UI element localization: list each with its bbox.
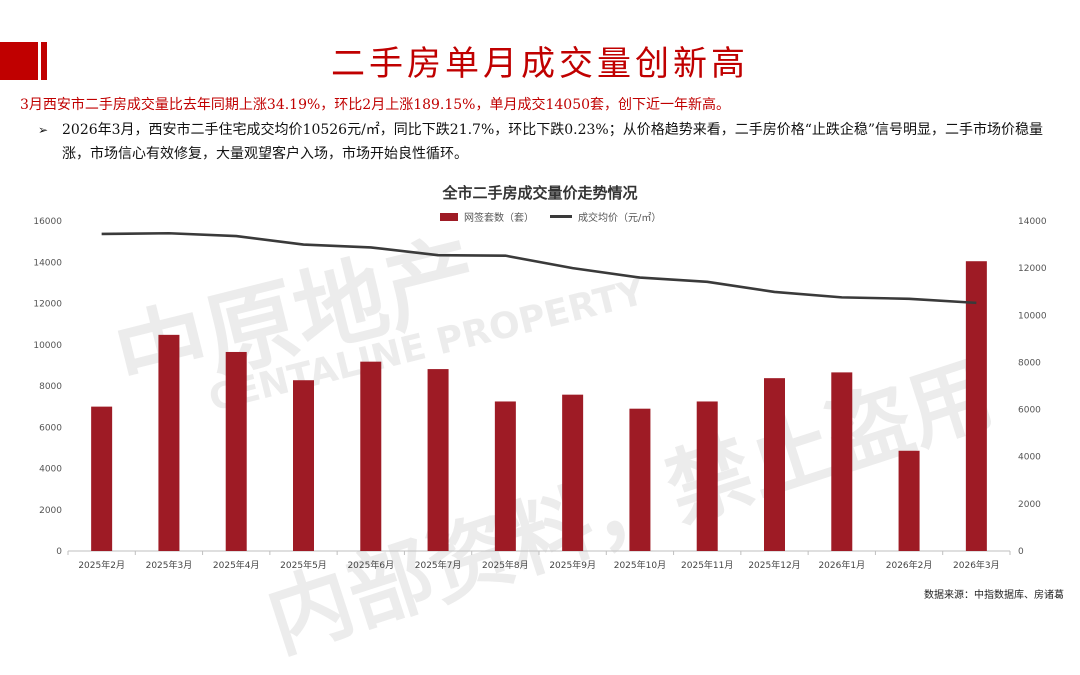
logo-bar-large — [0, 42, 38, 80]
x-tick-label: 2025年7月 — [415, 559, 462, 571]
x-tick-label: 2025年6月 — [347, 559, 394, 571]
legend-bar-label: 网签套数（套） — [464, 213, 534, 224]
bar — [91, 406, 113, 551]
y-left-tick-label: 8000 — [39, 382, 62, 392]
x-tick-label: 2025年2月 — [78, 559, 125, 571]
bullet-text: 2026年3月，西安市二手住宅成交均价10526元/㎡，同比下跌21.7%，环比… — [62, 122, 1044, 162]
bullet-paragraph: ➢ 2026年3月，西安市二手住宅成交均价10526元/㎡，同比下跌21.7%，… — [38, 118, 1068, 166]
y-right-tick-label: 2000 — [1018, 500, 1041, 510]
x-tick-label: 2026年1月 — [818, 559, 865, 571]
legend-line-label: 成交均价（元/㎡） — [578, 213, 662, 224]
x-tick-label: 2025年3月 — [146, 559, 193, 571]
bar — [427, 369, 449, 551]
x-tick-label: 2026年3月 — [953, 559, 1000, 571]
y-right-tick-label: 14000 — [1018, 217, 1047, 227]
x-tick-label: 2025年5月 — [280, 559, 327, 571]
bar — [898, 450, 920, 551]
combo-chart: 0 2000 4000 6000 8000 10000 12000 14000 16000 0 20… — [33, 217, 1047, 571]
bar — [831, 372, 853, 551]
y-left-tick-label: 16000 — [33, 217, 62, 227]
chart-title: 全市二手房成交量价走势情况 — [442, 184, 638, 202]
y-left-tick-label: 4000 — [39, 465, 62, 475]
y-left-tick-label: 12000 — [33, 300, 62, 310]
y-left-tick-label: 2000 — [39, 506, 62, 516]
summary-line: 3月西安市二手房成交量比去年同期上涨34.19%，环比2月上涨189.15%，单… — [20, 97, 731, 113]
bar — [225, 351, 247, 551]
x-tick-label: 2025年8月 — [482, 559, 529, 571]
bullet-arrow-icon: ➢ — [38, 123, 49, 137]
bar — [360, 361, 382, 551]
y-left-tick-label: 10000 — [33, 341, 62, 351]
y-right-tick-label: 4000 — [1018, 453, 1041, 463]
logo-bar-small — [41, 42, 47, 80]
legend-bar-swatch — [440, 212, 458, 221]
bar — [158, 334, 180, 551]
bar — [494, 401, 516, 551]
y-right-tick-label: 0 — [1018, 547, 1024, 557]
bar — [965, 261, 987, 551]
bar — [696, 401, 718, 551]
price-line — [101, 231, 977, 305]
bar — [293, 380, 314, 551]
y-right-tick-label: 12000 — [1018, 264, 1047, 274]
y-right-tick-label: 10000 — [1018, 311, 1047, 321]
bar — [629, 408, 651, 551]
x-tick-label: 2025年9月 — [549, 559, 596, 571]
y-left-tick-label: 14000 — [33, 258, 62, 268]
y-right-tick-label: 8000 — [1018, 358, 1041, 368]
legend-line-swatch — [550, 215, 572, 218]
y-left-tick-label: 6000 — [39, 423, 62, 433]
x-tick-label: 2025年10月 — [614, 559, 666, 571]
x-tick-label: 2025年12月 — [748, 559, 800, 571]
y-right-tick-label: 6000 — [1018, 406, 1041, 416]
source-note: 数据来源：中指数据库、房诸葛 — [924, 590, 1064, 601]
chart-legend: 网签套数（套） 成交均价（元/㎡） — [440, 209, 661, 224]
page-title: 二手房单月成交量创新高 — [331, 44, 749, 84]
x-tick-label: 2025年11月 — [681, 559, 733, 571]
bar — [764, 378, 785, 551]
bar — [562, 394, 584, 551]
x-tick-label: 2025年4月 — [213, 559, 260, 571]
x-tick-label: 2026年2月 — [886, 559, 933, 571]
y-left-tick-label: 0 — [56, 547, 62, 557]
